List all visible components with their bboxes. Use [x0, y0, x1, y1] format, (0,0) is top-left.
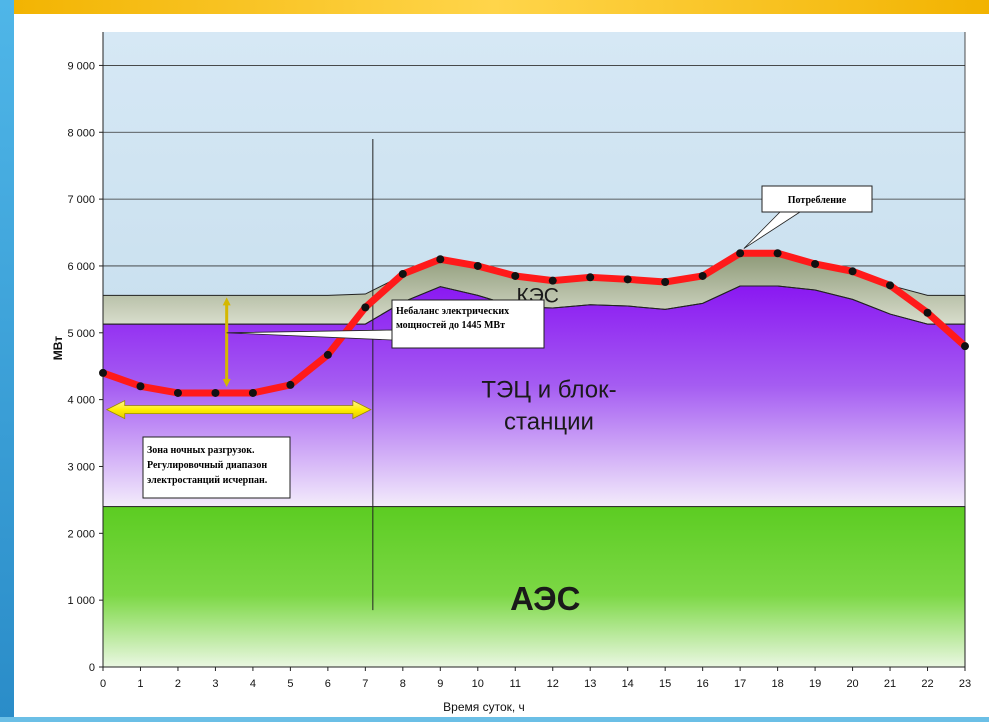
consumption-point — [211, 388, 220, 397]
slide-frame-top — [0, 0, 989, 14]
imbalance-callout-line1: Небаланс электрических — [396, 306, 509, 317]
night-zone-line3: электростанций исчерпан. — [147, 475, 268, 486]
consumption-point — [136, 382, 145, 391]
y-tick-label: 9 000 — [67, 60, 95, 72]
consumption-point — [961, 342, 969, 351]
consumption-point — [886, 281, 895, 290]
x-tick-label: 20 — [846, 678, 858, 690]
consumption-point — [511, 271, 520, 280]
x-tick-label: 8 — [400, 678, 406, 690]
consumption-line — [99, 249, 969, 397]
consumption-point — [436, 255, 445, 264]
y-tick-label: 2 000 — [67, 528, 95, 540]
x-tick-label: 10 — [472, 678, 484, 690]
x-tick-label: 12 — [547, 678, 559, 690]
series-area-aes — [102, 506, 966, 668]
slide-frame-left — [0, 0, 14, 722]
consumption-point — [99, 368, 107, 377]
imbalance-callout-box — [391, 299, 545, 349]
x-tick-label: 18 — [771, 678, 783, 690]
annotations: Небаланс электрических мощностей до 1445 … — [105, 185, 873, 499]
consumption-point — [586, 273, 595, 282]
x-tick-label: 16 — [697, 678, 709, 690]
area-label-tec-line1: ТЭЦ и блок- — [481, 377, 616, 404]
night-zone-arrow — [105, 400, 372, 420]
consumption-series — [99, 249, 969, 397]
x-tick-label: 4 — [250, 678, 256, 690]
imbalance-callout-line2: мощностей до 1445 МВт — [396, 320, 505, 331]
x-tick-label: 21 — [884, 678, 896, 690]
consumption-point — [398, 269, 407, 278]
x-tick-label: 1 — [137, 678, 143, 690]
consumption-point — [698, 271, 707, 280]
consumption-point — [623, 275, 632, 284]
x-tick-label: 5 — [287, 678, 293, 690]
x-tick-label: 7 — [362, 678, 368, 690]
y-tick-label: 5 000 — [67, 328, 95, 340]
x-tick-label: 6 — [325, 678, 331, 690]
consumption-point — [773, 249, 782, 258]
x-tick-label: 19 — [809, 678, 821, 690]
consumption-point — [286, 380, 295, 389]
y-tick-label: 4 000 — [67, 395, 95, 407]
x-tick-label: 2 — [175, 678, 181, 690]
x-tick-label: 14 — [622, 678, 634, 690]
y-tick-label: 1 000 — [67, 595, 95, 607]
slide-frame-bottom — [0, 717, 989, 722]
x-tick-label: 9 — [437, 678, 443, 690]
area-label-tec-line2: станции — [504, 409, 594, 436]
y-tick-label: 3 000 — [67, 461, 95, 473]
consumption-point — [548, 276, 557, 285]
x-tick-label: 13 — [584, 678, 596, 690]
x-tick-label: 11 — [510, 678, 521, 690]
night-zone-line2: Регулировочный диапазон — [147, 460, 267, 471]
imbalance-arrow-head-bottom — [222, 378, 231, 387]
consumption-point — [323, 350, 332, 359]
consumption-callout-box — [761, 185, 873, 213]
consumption-point — [661, 277, 670, 286]
x-tick-label: 3 — [212, 678, 218, 690]
consumption-point — [848, 267, 857, 276]
y-tick-label: 0 — [89, 662, 95, 674]
consumption-point — [923, 308, 932, 317]
y-tick-label: 8 000 — [67, 127, 95, 139]
imbalance-arrow-head-top — [222, 297, 231, 306]
consumption-point — [361, 303, 370, 312]
consumption-point — [248, 388, 257, 397]
x-tick-label: 17 — [734, 678, 746, 690]
x-axis-title: Время суток, ч — [443, 700, 525, 714]
consumption-point — [811, 259, 820, 268]
area-label-aes: АЭС — [510, 580, 580, 617]
y-axis-title: МВт — [51, 336, 65, 361]
x-tick-label: 0 — [100, 678, 106, 690]
y-tick-label: 6 000 — [67, 261, 95, 273]
axes: 0 1 000 2 000 3 000 4 000 5 000 6 000 7 000 8 00… — [51, 32, 971, 714]
consumption-point — [473, 261, 482, 270]
series-area-tec — [103, 286, 965, 507]
x-tick-label: 23 — [959, 678, 971, 690]
consumption-callout-text: Потребление — [788, 195, 847, 206]
night-zone-line1: Зона ночных разгрузок. — [147, 445, 255, 456]
consumption-point — [736, 249, 745, 258]
night-zone-box — [142, 436, 291, 499]
consumption-point — [173, 388, 182, 397]
x-tick-label: 22 — [921, 678, 933, 690]
x-tick-label: 15 — [659, 678, 671, 690]
y-tick-label: 7 000 — [67, 194, 95, 206]
